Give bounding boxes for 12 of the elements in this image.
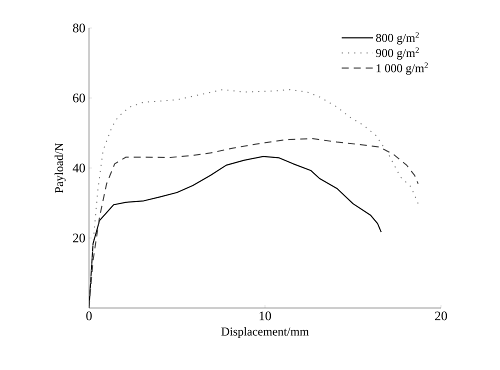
y-tick-label: 60 — [73, 94, 85, 102]
x-tick-label: 10 — [260, 312, 272, 320]
legend-label: 800 g/m$^{2}$ — [376, 32, 419, 44]
x-axis-title: Displacement/mm — [221, 327, 309, 338]
legend-label: 900 g/m$^{2}$ — [376, 47, 419, 60]
y-tick-label: 80 — [72, 24, 85, 32]
x-tick-label: 0 — [86, 312, 92, 320]
y-axis-title: Payload/N — [54, 142, 66, 193]
x-tick-label: 20 — [435, 312, 448, 320]
y-tick-label: 40 — [72, 164, 85, 172]
legend-label: 1 000 g/m$^{2}$ — [376, 62, 428, 75]
y-tick-label: 20 — [73, 234, 85, 242]
